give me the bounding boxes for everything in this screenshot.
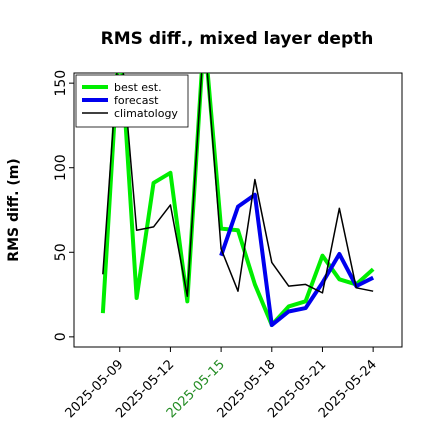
legend-label: best est. (114, 81, 162, 94)
y-tick-label: 150 (53, 70, 69, 97)
data-line (219, 192, 375, 328)
y-tick-label: 0 (53, 332, 69, 341)
y-axis-label: RMS diff. (m) (6, 158, 22, 261)
y-tick-label: 100 (53, 154, 69, 181)
legend-label: forecast (114, 94, 159, 107)
y-tick-label: 50 (53, 243, 69, 261)
plot-lines (100, 73, 375, 328)
plot-frame (73, 72, 403, 348)
legend-label: climatology (114, 107, 178, 120)
data-line (102, 73, 374, 298)
chart-title: RMS diff., mixed layer depth (101, 29, 374, 49)
